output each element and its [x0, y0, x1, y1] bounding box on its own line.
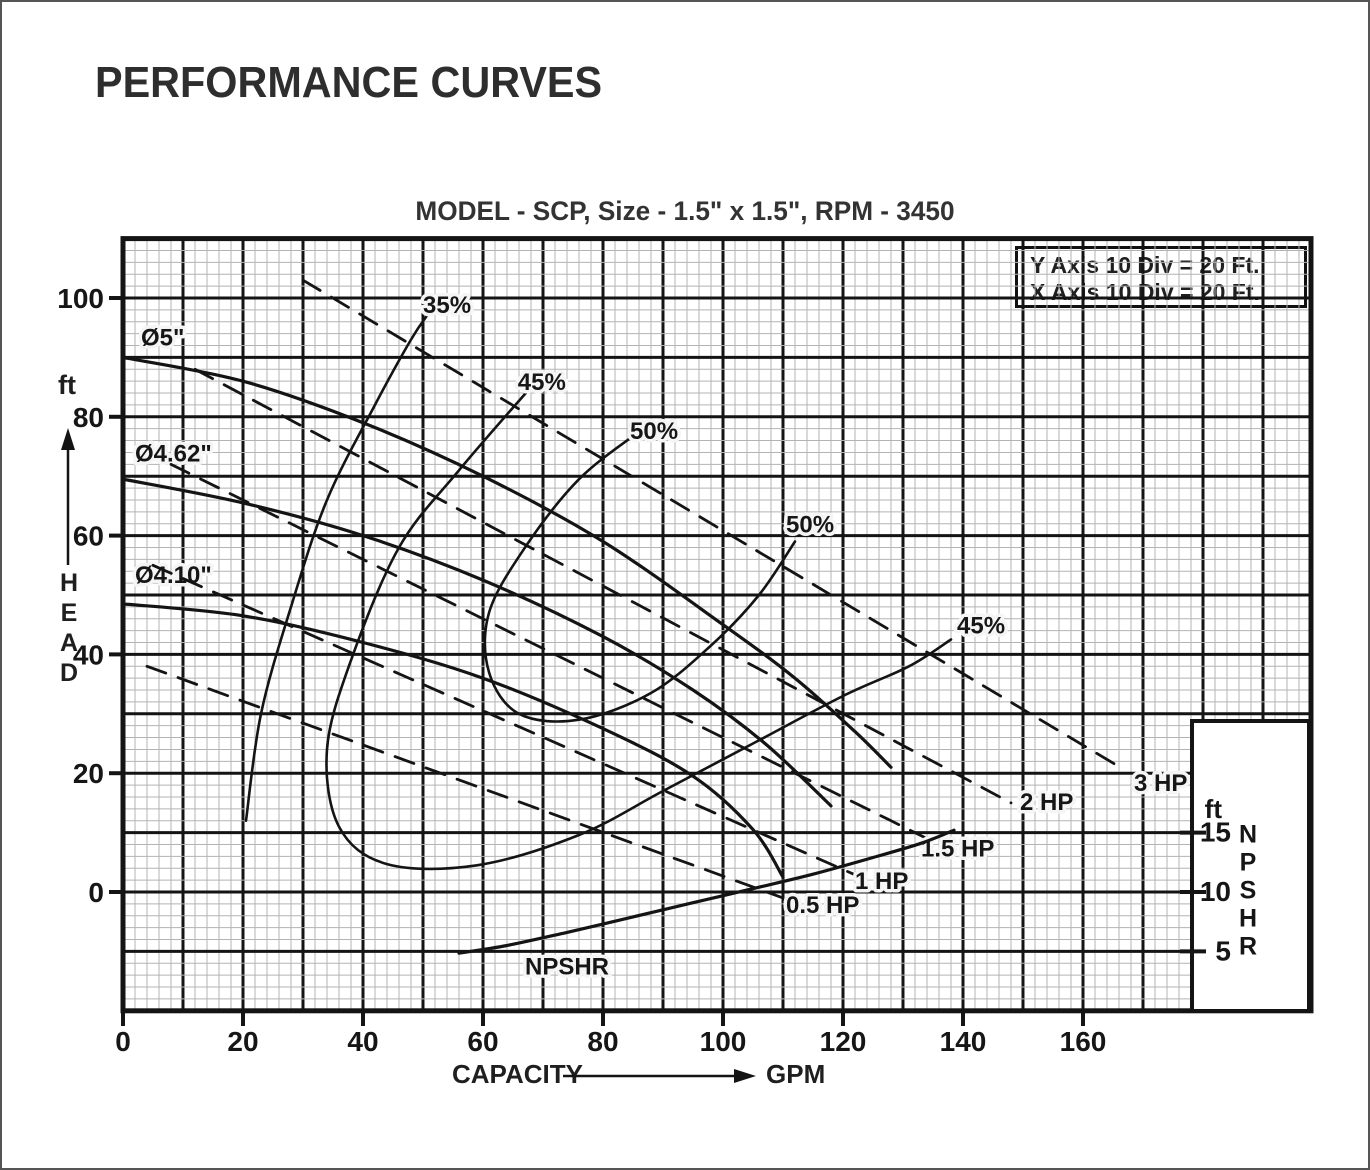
curve-hp-1: [151, 563, 869, 882]
y-tick-label: 40: [73, 639, 104, 670]
y-axis-title: H E A D: [59, 569, 79, 687]
plot-border: [120, 236, 1314, 1014]
capacity-axis-arrowhead: [734, 1069, 756, 1083]
x-tick-label: 0: [115, 1026, 131, 1057]
y-tick-label: 0: [88, 877, 104, 908]
npsh-axis-word-letter: R: [1239, 933, 1257, 961]
npsh-axis-word-letter: S: [1240, 877, 1257, 905]
npsh-axis-word-letter: P: [1240, 849, 1257, 877]
curve-label-hp-05: 0.5 HP: [786, 892, 859, 919]
curve-hp-05: [145, 664, 785, 900]
curve-label-eff-50: 50%: [630, 418, 678, 445]
x-tick-label: 80: [587, 1026, 618, 1057]
curve-label-npshr: NPSHR: [525, 954, 609, 981]
page-title: PERFORMANCE CURVES: [95, 58, 603, 107]
y-tick-label: 100: [57, 283, 104, 314]
npsh-axis-unit: ft: [1205, 794, 1223, 824]
curve-label-eff-50-2: 50%: [786, 512, 834, 539]
curve-label-hp-3: 3 HP: [1134, 770, 1187, 797]
x-tick-label: 20: [227, 1026, 258, 1057]
curve-npshr: [457, 828, 956, 955]
curve-label-hp-1: 1 HP: [855, 868, 908, 895]
npsh-tick-label: 15: [1200, 817, 1231, 848]
curve-label-eff-35: 35%: [423, 292, 471, 319]
curve-eff-50: [483, 430, 797, 723]
x-tick-label: 100: [700, 1026, 747, 1057]
x-tick-label: 160: [1060, 1026, 1107, 1057]
y-axis-unit: ft: [58, 370, 76, 400]
curve-hp-2: [193, 367, 1013, 805]
y-tick-label: 60: [73, 521, 104, 552]
x-tick-label: 120: [820, 1026, 867, 1057]
curve-label-eff-45: 45%: [518, 369, 566, 396]
curve-label-imp-462: Ø4.62": [135, 440, 212, 467]
y-tick-label: 20: [73, 758, 104, 789]
curve-imp-410: [121, 602, 785, 879]
curve-label-hp-15: 1.5 HP: [921, 835, 994, 862]
curve-label-imp-5: Ø5": [141, 325, 184, 352]
curve-eff-35: [244, 311, 431, 823]
curve-label-hp-2: 2 HP: [1020, 789, 1073, 816]
legend-line-y: Y Axis 10 Div = 20 Ft.: [1030, 252, 1260, 278]
legend-line-x: X Axis 10 Div = 20 Ft.: [1030, 279, 1260, 305]
curve-label-imp-410: Ø4.10": [135, 562, 212, 589]
chart-subtitle: MODEL - SCP, Size - 1.5" x 1.5", RPM - 3…: [415, 196, 955, 226]
x-axis-title: CAPACITY: [452, 1059, 583, 1089]
curve-imp-462: [121, 477, 833, 808]
x-tick-label: 60: [467, 1026, 498, 1057]
curve-hp-3: [301, 278, 1127, 772]
curve-imp-5: [121, 355, 893, 769]
curve-hp-15: [169, 462, 941, 846]
y-tick-label: 80: [73, 402, 104, 433]
x-tick-label: 140: [940, 1026, 987, 1057]
curve-eff-45: [325, 385, 953, 871]
curve-label-eff-45-2: 45%: [957, 613, 1005, 640]
npsh-tick-label: 10: [1200, 876, 1231, 907]
x-axis-unit: GPM: [766, 1059, 826, 1089]
x-tick-label: 40: [347, 1026, 378, 1057]
head-axis-arrowhead: [61, 428, 75, 450]
npsh-axis-word-letter: N: [1239, 821, 1257, 849]
npsh-tick-label: 5: [1215, 935, 1231, 966]
npsh-axis-word-letter: H: [1239, 905, 1257, 933]
npsh-inset-box: [1190, 719, 1311, 1013]
